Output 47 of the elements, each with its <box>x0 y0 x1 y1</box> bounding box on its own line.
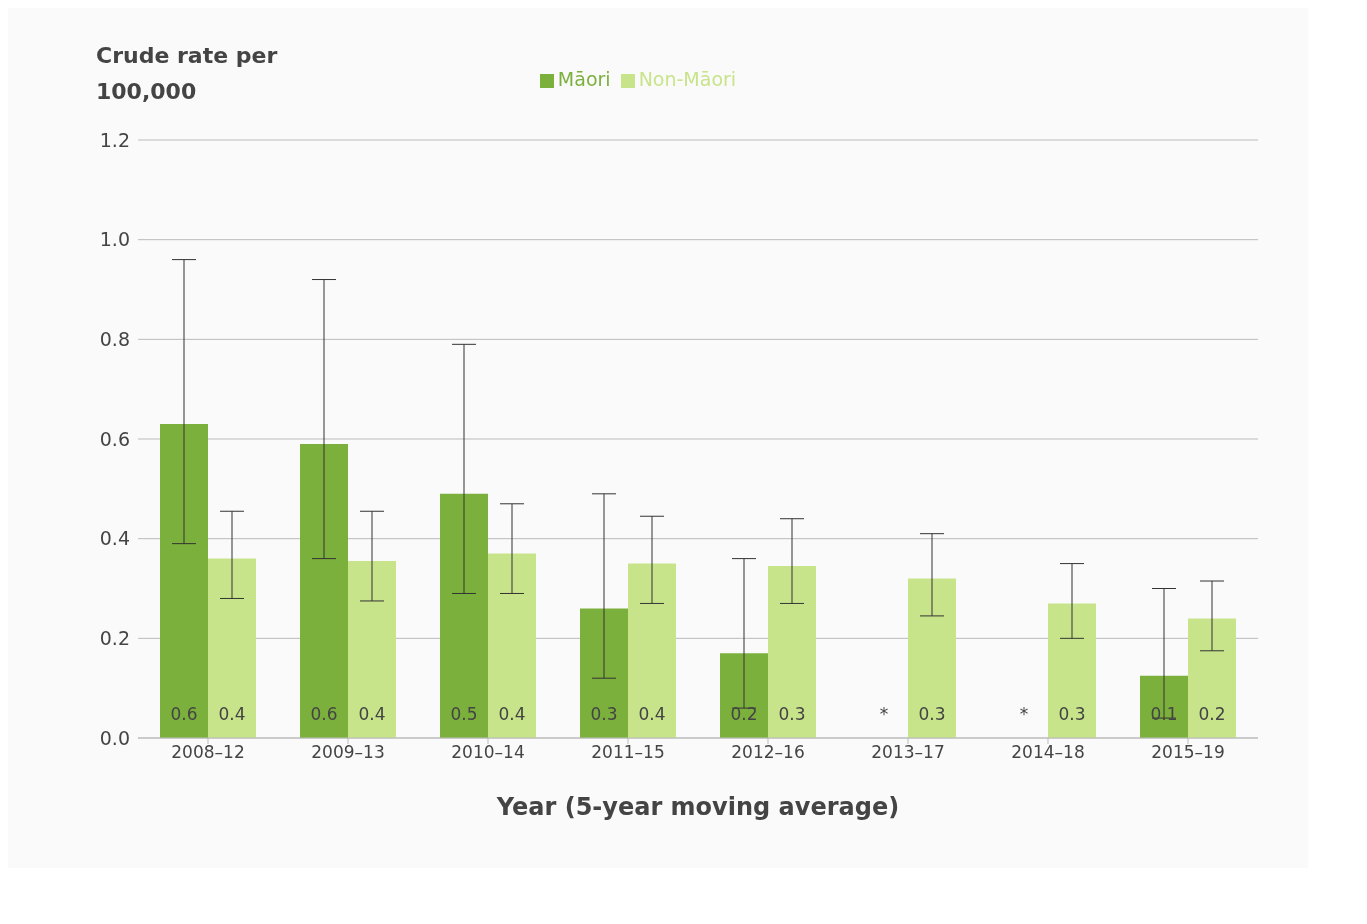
x-tick-label: 2012–16 <box>731 742 805 763</box>
bar <box>720 653 768 738</box>
bar <box>440 493 488 738</box>
x-tick-label: 2013–17 <box>871 742 945 763</box>
y-tick-label: 1.2 <box>99 128 130 151</box>
x-tick-label: 2014–18 <box>1011 742 1085 763</box>
x-tick-label: 2009–13 <box>311 742 385 763</box>
y-tick-label: 0.0 <box>99 726 130 749</box>
x-tick-label: 2010–14 <box>451 742 525 763</box>
data-label: 0.3 <box>917 704 947 724</box>
x-tick-label: 2015–19 <box>1151 742 1225 763</box>
text: * <box>879 704 889 724</box>
data-label: 0.4 <box>497 704 527 724</box>
data-label: 0.4 <box>217 704 247 724</box>
data-label: 0.5 <box>449 704 479 724</box>
y-axis-title: Crude rate per 100,000 <box>96 42 279 106</box>
x-tick-label: 2011–15 <box>591 742 665 763</box>
x-tick-label: 2008–12 <box>171 742 245 763</box>
data-label: 0.3 <box>777 704 807 724</box>
bar <box>348 561 396 738</box>
data-label: 0.2 <box>1197 704 1227 724</box>
bar <box>1048 603 1096 738</box>
y-tick-label: 0.2 <box>99 627 130 650</box>
data-label: 0.6 <box>169 704 199 724</box>
y-tick-label: 0.4 <box>99 527 130 550</box>
y-tick-label: 1.0 <box>99 228 130 251</box>
legend-label: Māori <box>557 68 611 90</box>
bar <box>768 566 816 738</box>
data-label: 0.3 <box>1057 704 1087 724</box>
y-tick-label: 0.8 <box>99 328 130 351</box>
text: * <box>1019 704 1029 724</box>
y-tick-label: 0.6 <box>99 427 130 450</box>
data-label: 0.4 <box>357 704 387 724</box>
bar <box>300 443 348 738</box>
bar <box>208 558 256 738</box>
bar <box>908 578 956 738</box>
bar <box>1188 618 1236 738</box>
bar <box>628 563 676 738</box>
data-label: 0.4 <box>637 704 667 724</box>
data-label: 0.2 <box>729 704 759 724</box>
bar <box>580 608 628 738</box>
bar <box>488 553 536 738</box>
bar <box>160 424 208 738</box>
data-label: 0.3 <box>589 704 619 724</box>
legend-label: Non-Māori <box>638 68 737 90</box>
x-axis-title: Year (5-year moving average) <box>495 793 900 822</box>
data-label: 0.6 <box>309 704 339 724</box>
